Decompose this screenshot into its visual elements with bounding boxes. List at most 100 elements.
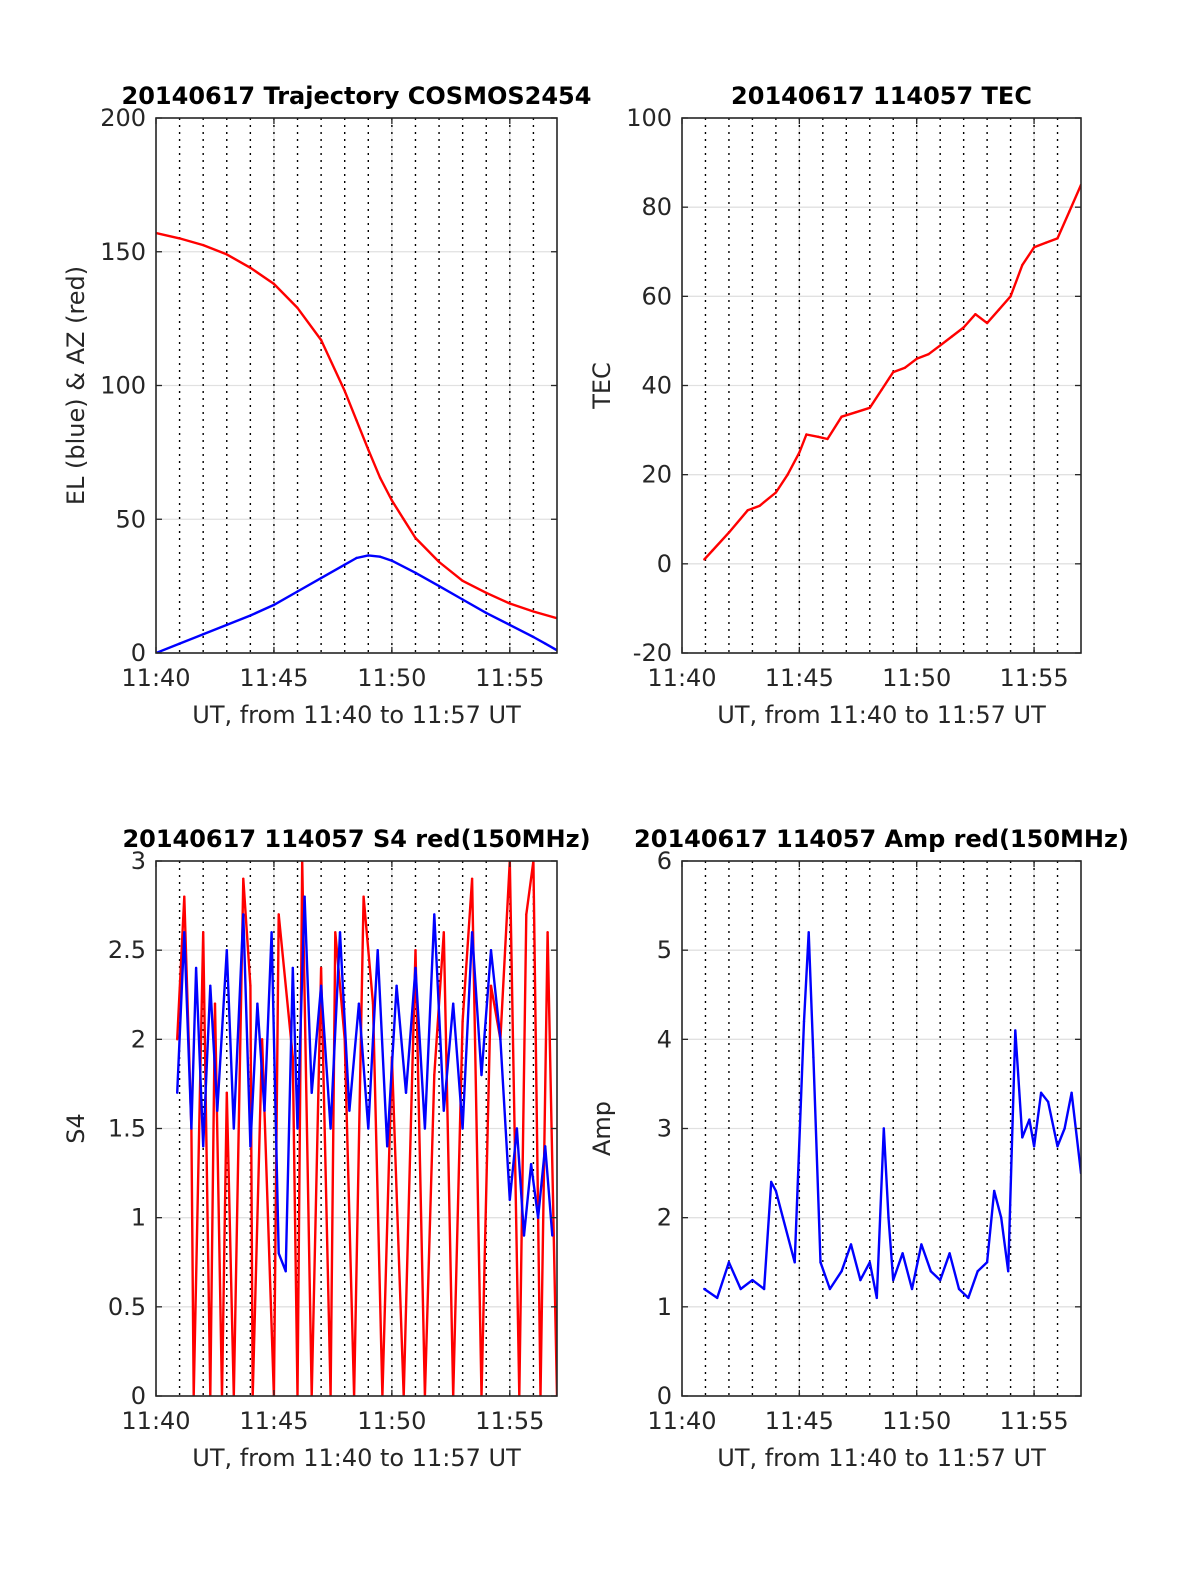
data-point [544,642,547,645]
y-tick-label: 60 [641,282,672,310]
data-point [338,931,342,934]
data-point [739,1287,742,1291]
data-point [376,949,379,952]
data-point [461,1127,464,1130]
data-point [319,576,323,580]
data-point [515,1127,519,1130]
x-tick-label: 11:45 [765,664,834,692]
data-point [296,306,299,310]
x-tick-label: 11:55 [475,664,544,692]
data-point [727,531,731,534]
data-point [355,419,358,422]
data-point [993,1189,996,1193]
data-point [277,1252,280,1255]
series-line-0 [703,931,1081,1300]
data-point [957,1287,961,1291]
data-point [950,335,954,338]
x-tick-label: 11:45 [239,664,308,692]
data-point [746,509,749,512]
data-point [437,584,441,588]
y-axis-label: Amp [588,1101,616,1156]
data-point [225,1091,228,1095]
data-point [378,555,382,558]
data-point [329,1127,332,1130]
data-point [774,491,778,494]
data-point [232,1127,235,1130]
data-point [1032,1145,1036,1148]
data-point [461,598,464,601]
y-tick-label: 150 [100,238,146,266]
y-tick-label: 3 [131,847,146,875]
data-point [544,1145,547,1148]
x-tick-label: 11:45 [765,1407,834,1435]
y-tick-label: 0 [131,639,146,667]
data-point [762,1287,766,1291]
chart-title: 20140617 114057 Amp red(150MHz) [634,825,1129,853]
data-point [176,1091,179,1095]
y-axis-label: TEC [588,362,616,410]
data-point [716,1296,719,1300]
x-tick-label: 11:50 [357,664,426,692]
data-point [903,366,907,369]
data-point [1044,241,1048,244]
data-point [202,633,205,636]
data-point [910,1287,914,1291]
data-point [892,370,895,374]
data-point [1007,1270,1010,1273]
data-point [178,237,181,240]
x-tick-label: 11:55 [475,1407,544,1435]
y-tick-label: 100 [100,372,146,400]
y-tick-label: 100 [626,104,672,132]
data-point [249,614,252,617]
data-point [296,1127,299,1130]
data-point [202,1145,205,1148]
x-axis-label: UT, from 11:40 to 11:57 UT [192,701,521,729]
data-point [727,1261,731,1264]
data-point [319,966,323,970]
data-point [939,1278,942,1282]
data-point [1021,1136,1024,1139]
data-point [183,931,186,934]
panel-s4: 11:40 11:45 11:50 11:55 0 0.5 1 1.5 2 2.5 32014061… [62,825,591,1472]
data-point [892,1278,895,1282]
data-point [802,1020,806,1023]
data-point [711,549,714,552]
data-point [296,590,299,593]
data-point [348,1109,351,1112]
data-point [489,949,493,952]
data-point [249,266,252,269]
data-point [508,1198,511,1202]
x-tick-label: 11:40 [121,1407,190,1435]
x-tick-label: 11:55 [999,664,1068,692]
data-point [390,499,394,502]
data-point [525,913,528,916]
x-axis-label: UT, from 11:40 to 11:57 UT [717,701,1046,729]
data-point [190,1127,193,1130]
data-point [202,243,205,247]
y-tick-label: 0 [131,1382,146,1410]
data-point [967,1296,970,1300]
data-point [402,518,405,521]
data-point [433,913,436,916]
data-point [546,931,549,934]
data-point [927,353,930,356]
data-point [242,877,245,880]
data-point [807,931,810,934]
data-point [854,411,857,414]
data-point [442,1109,445,1112]
data-point [367,1127,370,1130]
data-point [786,473,789,476]
data-point [414,571,417,574]
data-point [1009,295,1012,298]
x-tick-label: 11:50 [882,1407,951,1435]
y-tick-label: 20 [641,461,672,489]
data-point [1032,246,1036,249]
data-point [183,895,186,898]
y-tick-label: 0 [657,1382,672,1410]
data-point [948,1252,951,1255]
x-tick-label: 11:50 [882,664,951,692]
data-point [178,642,181,645]
data-point [176,1038,179,1041]
